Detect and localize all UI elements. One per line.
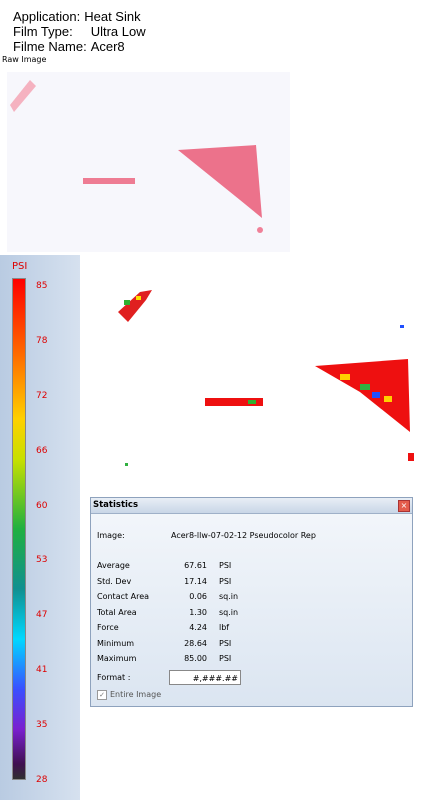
- format-label: Format :: [97, 673, 131, 682]
- pressure-blob: [315, 359, 410, 432]
- header-label: Application:: [13, 9, 81, 24]
- legend-tick: 28: [36, 775, 48, 785]
- header-label: Film Type:: [13, 24, 73, 39]
- header-value: Heat Sink: [84, 9, 141, 24]
- image-value: Acer8-llw-07-02-12 Pseudocolor Rep: [171, 531, 316, 540]
- pressure-blob: [340, 374, 350, 380]
- raw-streak: [83, 178, 135, 184]
- stat-label: Maximum: [97, 654, 137, 663]
- stat-value: 4.24: [189, 623, 207, 632]
- stat-value: 85.00: [184, 654, 207, 663]
- raw-streak: [10, 80, 36, 112]
- format-input[interactable]: #,###.##: [169, 670, 241, 685]
- legend-tick: 53: [36, 555, 48, 566]
- color-legend: PSI 85 78 72 66 60 53 47 41 35 28: [0, 255, 80, 800]
- stat-value: 0.06: [189, 592, 207, 601]
- statistics-panel: Statistics × Image: Acer8-llw-07-02-12 P…: [90, 497, 413, 707]
- pressure-blob: [372, 392, 380, 398]
- stat-unit: PSI: [219, 654, 232, 663]
- image-label: Image:: [97, 531, 125, 540]
- close-button[interactable]: ×: [398, 500, 410, 512]
- stat-label: Contact Area: [97, 592, 150, 601]
- panel-title: Statistics: [91, 498, 412, 514]
- stat-label: Average: [97, 561, 130, 570]
- header-value: Acer8: [90, 39, 125, 54]
- pressure-blob: [248, 400, 256, 404]
- checkbox-label: Entire Image: [110, 690, 162, 699]
- stat-unit: sq.in: [219, 607, 239, 617]
- legend-tick: 41: [36, 665, 48, 676]
- stat-unit: PSI: [219, 561, 232, 570]
- stat-value: 28.64: [184, 638, 207, 648]
- stat-value: 67.61: [184, 561, 207, 570]
- legend-tick: 72: [36, 390, 48, 401]
- checkbox[interactable]: ✓: [97, 690, 107, 700]
- stat-label: Minimum: [97, 638, 135, 648]
- legend-tick: 66: [36, 445, 48, 456]
- stat-label: Total Area: [97, 607, 137, 617]
- stat-unit: sq.in: [219, 592, 239, 601]
- header-label: Filme Name:: [13, 39, 87, 54]
- legend-tick: 60: [36, 500, 48, 511]
- pressure-blob: [205, 398, 263, 406]
- pressure-blob: [136, 296, 141, 300]
- header-line: Filme Name: Acer8: [13, 39, 125, 54]
- stat-unit: lbf: [219, 623, 230, 632]
- stat-value: 1.30: [189, 607, 207, 617]
- legend-tick: 47: [36, 610, 48, 621]
- color-bar: [12, 278, 26, 780]
- pressure-blob: [384, 396, 392, 402]
- stat-label: Std. Dev: [97, 576, 132, 586]
- header-line: Film Type: Ultra Low: [13, 24, 146, 39]
- pressure-blob: [408, 453, 414, 461]
- stat-label: Force: [97, 623, 119, 632]
- raw-image-label: Raw Image: [2, 55, 47, 64]
- header-value: Ultra Low: [90, 24, 146, 39]
- legend-tick: 78: [36, 335, 48, 346]
- raw-streak: [178, 145, 262, 218]
- stat-unit: PSI: [219, 638, 232, 648]
- raw-spot: [257, 227, 263, 233]
- stat-unit: PSI: [219, 576, 232, 586]
- legend-unit: PSI: [12, 261, 28, 272]
- pressure-blob: [400, 325, 404, 328]
- pressure-blob: [124, 300, 130, 305]
- header-line: Application: Heat Sink: [13, 9, 141, 24]
- stat-value: 17.14: [184, 576, 207, 586]
- pressure-blob: [125, 463, 128, 466]
- legend-tick: 85: [36, 281, 48, 291]
- pressure-blob: [118, 290, 152, 322]
- pressure-blob: [360, 384, 370, 390]
- legend-tick: 35: [36, 720, 48, 731]
